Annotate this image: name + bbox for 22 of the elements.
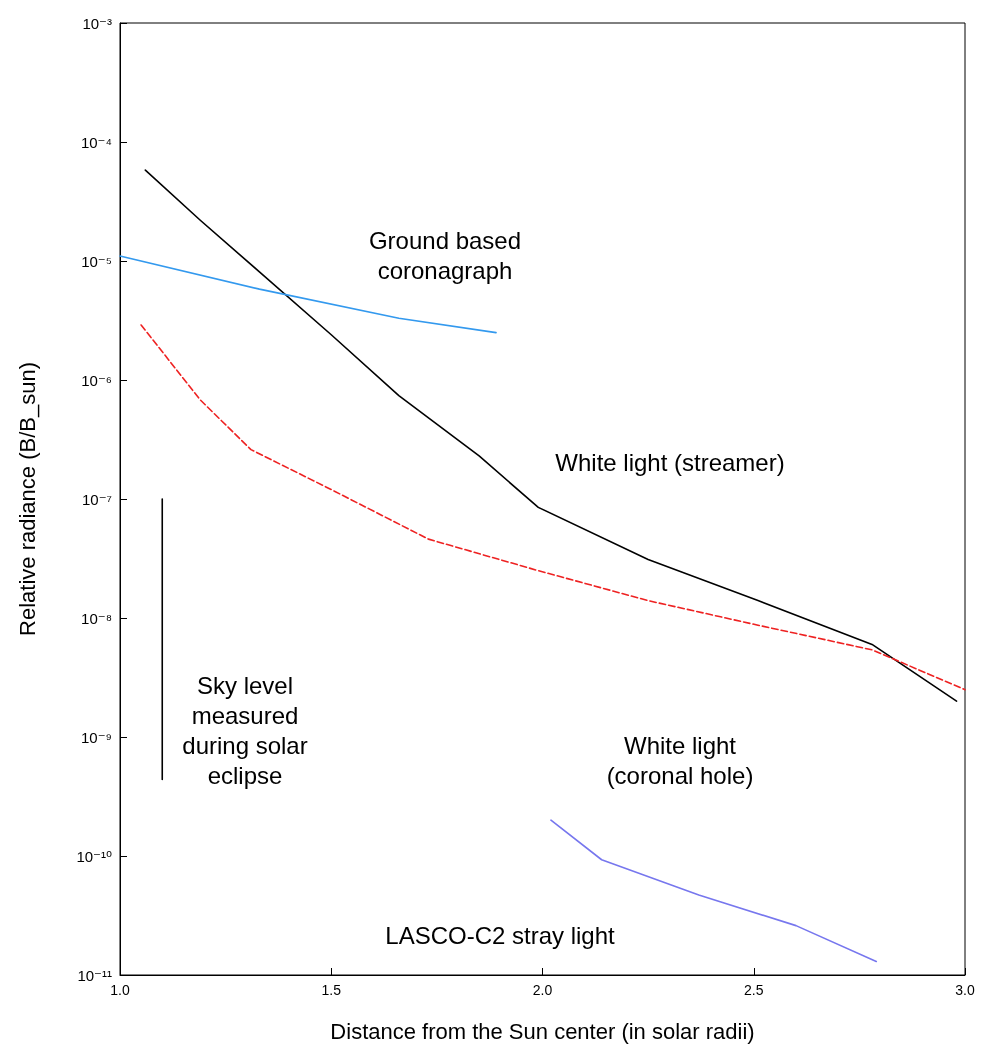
annotation: White light (coronal hole) <box>606 731 754 789</box>
y-tick-label: 10⁻⁴ <box>80 133 112 151</box>
annotation: Ground based coronagraph <box>368 226 522 284</box>
x-tick-label: 1.5 <box>321 982 342 998</box>
y-tick-label: 10⁻¹¹ <box>77 966 112 984</box>
y-tick-label: 10⁻⁵ <box>81 252 112 270</box>
annotation: White light (streamer) <box>555 448 785 476</box>
x-tick-label: 2.5 <box>744 982 764 998</box>
annotation: Sky level measured during solar eclipse <box>182 671 308 789</box>
x-axis-title: Distance from the Sun center (in solar radii) <box>330 1018 755 1044</box>
y-tick-label: 10⁻⁸ <box>81 609 112 627</box>
y-tick-label: 10⁻¹⁰ <box>76 847 112 865</box>
y-tick-label: 10⁻⁶ <box>81 371 112 389</box>
x-tick-label: 1.0 <box>110 982 130 998</box>
y-tick-label: 10⁻⁹ <box>80 728 112 746</box>
line-series <box>144 169 958 702</box>
x-tick-label: 3.0 <box>955 982 975 998</box>
y-axis-title: Relative radiance (B/B_sun) <box>14 362 40 636</box>
x-tick-label: 2.0 <box>532 982 553 998</box>
y-tick-label: 10⁻⁷ <box>81 490 112 508</box>
annotation: LASCO-C2 stray light <box>385 921 616 949</box>
y-tick-label: 10⁻³ <box>82 14 112 32</box>
